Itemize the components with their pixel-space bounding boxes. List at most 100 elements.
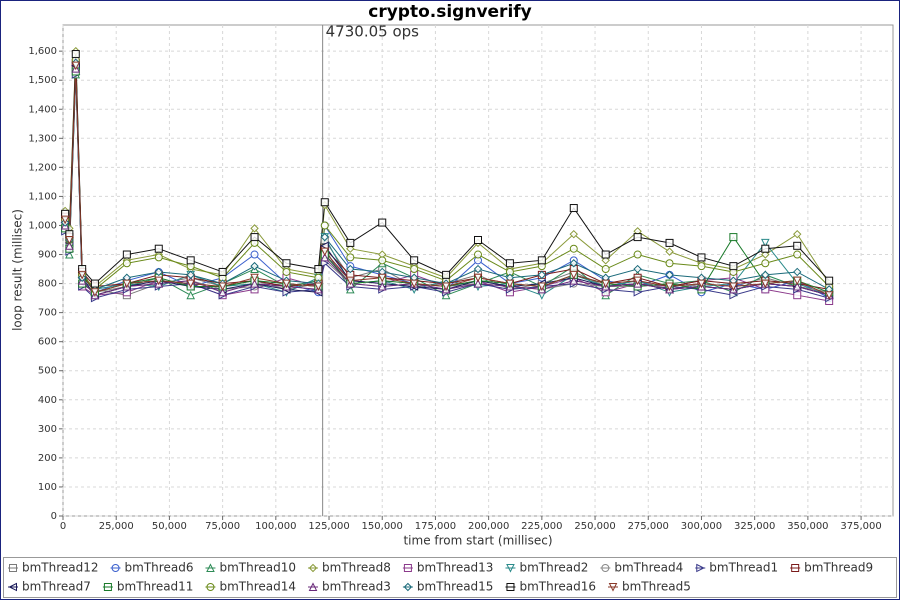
data-point	[665, 259, 674, 268]
data-point	[473, 273, 483, 283]
data-point	[665, 270, 674, 280]
data-point	[793, 267, 802, 277]
y-tick-label: 300	[38, 424, 57, 435]
data-point	[824, 291, 834, 300]
data-point	[569, 204, 578, 213]
legend-label: bmThread11	[117, 580, 194, 594]
data-point	[346, 238, 355, 247]
legend-label: bmThread1	[709, 561, 778, 575]
data-point	[537, 256, 546, 265]
data-point	[601, 256, 610, 265]
legend-label: bmThread3	[322, 580, 391, 594]
data-point	[633, 250, 642, 259]
y-tick-label: 1,200	[28, 162, 57, 173]
data-point	[729, 282, 738, 292]
data-point	[154, 253, 163, 262]
data-point	[410, 265, 419, 274]
data-point	[505, 259, 514, 268]
legend-label: bmThread5	[622, 580, 691, 594]
data-point	[409, 279, 419, 289]
x-tick-label: 200,000	[468, 521, 509, 532]
x-tick-label: 150,000	[362, 521, 403, 532]
data-point	[633, 233, 642, 242]
annotation: 4730.05 ops	[326, 23, 419, 41]
data-point	[537, 270, 547, 280]
data-point	[473, 264, 483, 274]
data-point	[825, 276, 834, 285]
y-tick-label: 1,600	[28, 46, 57, 57]
x-tick-label: 350,000	[787, 521, 828, 532]
data-point	[537, 282, 547, 292]
data-point	[218, 287, 227, 297]
legend-label: bmThread9	[804, 561, 873, 575]
data-point	[282, 267, 291, 276]
data-point	[761, 270, 770, 280]
data-point	[665, 247, 674, 256]
data-point	[90, 279, 99, 288]
data-point	[792, 276, 802, 286]
x-tick-label: 0	[60, 521, 66, 532]
y-tick-label: 1,500	[28, 75, 57, 86]
y-tick-label: 500	[38, 366, 57, 377]
data-point	[760, 238, 770, 248]
chart-title: crypto.signverify	[368, 2, 532, 22]
data-point	[320, 232, 329, 242]
data-point	[601, 250, 610, 259]
data-point	[250, 273, 259, 283]
data-point	[320, 241, 329, 251]
x-tick-label: 175,000	[415, 521, 456, 532]
legend-label: bmThread10	[219, 561, 296, 575]
legend-label: bmThread15	[417, 580, 494, 594]
x-tick-label: 125,000	[308, 521, 349, 532]
data-point	[65, 235, 74, 245]
data-point	[665, 282, 674, 292]
y-tick-label: 1,100	[28, 191, 57, 202]
y-tick-label: 100	[38, 482, 57, 493]
x-tick-label: 275,000	[628, 521, 669, 532]
data-point	[65, 241, 74, 250]
data-point	[250, 278, 259, 288]
data-point	[473, 278, 483, 288]
data-point	[154, 244, 163, 253]
data-point	[122, 250, 131, 259]
data-point	[792, 281, 802, 291]
y-tick-label: 800	[38, 279, 57, 290]
data-point	[793, 229, 802, 239]
data-point	[569, 259, 578, 268]
data-point	[569, 270, 579, 280]
x-tick-label: 50,000	[152, 521, 187, 532]
data-point	[378, 256, 387, 265]
data-point	[601, 279, 611, 289]
data-point	[77, 270, 87, 280]
data-point	[250, 224, 259, 233]
data-point	[320, 221, 329, 230]
data-point	[346, 253, 355, 262]
data-point	[282, 259, 291, 268]
data-point	[761, 250, 770, 259]
data-point	[186, 270, 195, 280]
data-point	[71, 61, 81, 71]
data-point	[90, 288, 100, 297]
data-point	[320, 252, 330, 262]
data-point	[761, 244, 770, 253]
data-point	[218, 267, 227, 276]
data-point	[122, 279, 132, 289]
legend-label: bmThread13	[417, 561, 494, 575]
legend-label: bmThread16	[519, 580, 596, 594]
legend-label: bmThread8	[322, 561, 391, 575]
data-point	[250, 261, 259, 271]
data-point	[569, 229, 578, 239]
data-point	[505, 279, 515, 289]
data-point	[761, 259, 770, 268]
y-axis-label: loop result (millisec)	[11, 209, 25, 331]
y-tick-label: 0	[51, 511, 57, 522]
legend-label: bmThread4	[614, 561, 683, 575]
data-point	[442, 270, 451, 279]
x-tick-label: 25,000	[99, 521, 134, 532]
data-point	[320, 258, 330, 268]
data-point	[377, 281, 387, 291]
data-point	[410, 256, 419, 265]
data-point	[71, 50, 80, 59]
data-point	[345, 276, 355, 286]
